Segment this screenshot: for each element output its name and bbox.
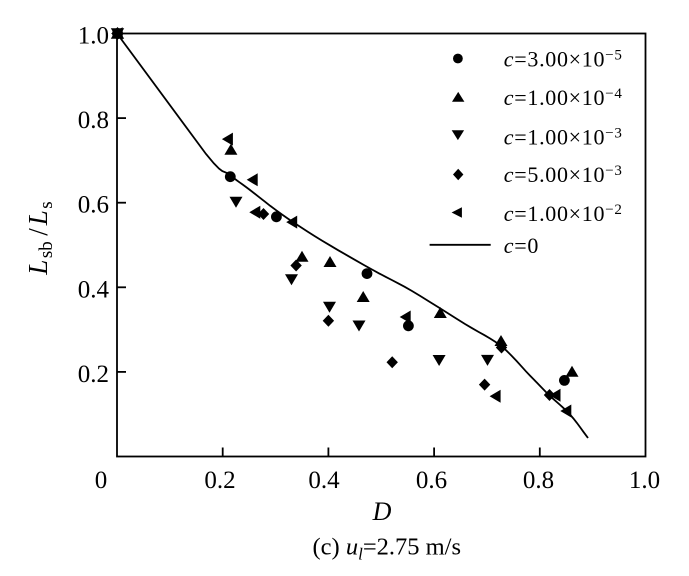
svg-text:1.0: 1.0 bbox=[78, 23, 109, 50]
svg-text:1.0: 1.0 bbox=[629, 467, 660, 494]
svg-text:c=0: c=0 bbox=[504, 233, 539, 258]
svg-text:0.8: 0.8 bbox=[78, 107, 109, 134]
svg-text:0: 0 bbox=[95, 467, 108, 494]
svg-text:c=5.00×10−3: c=5.00×10−3 bbox=[504, 162, 623, 187]
svg-text:c=1.00×10−4: c=1.00×10−4 bbox=[504, 85, 623, 110]
svg-text:Lsb/Ls: Lsb/Ls bbox=[23, 201, 57, 275]
svg-text:0.4: 0.4 bbox=[78, 276, 110, 303]
svg-text:0.6: 0.6 bbox=[416, 467, 447, 494]
svg-text:0.4: 0.4 bbox=[308, 467, 340, 494]
svg-text:(c) ul=2.75 m/s: (c) ul=2.75 m/s bbox=[313, 534, 462, 564]
svg-text:D: D bbox=[372, 497, 392, 526]
svg-text:0.8: 0.8 bbox=[523, 467, 554, 494]
svg-text:0.6: 0.6 bbox=[78, 192, 109, 219]
svg-text:c=1.00×10−2: c=1.00×10−2 bbox=[504, 201, 623, 226]
svg-text:0.2: 0.2 bbox=[78, 361, 109, 388]
svg-text:0.2: 0.2 bbox=[204, 467, 235, 494]
svg-text:c=3.00×10−5: c=3.00×10−5 bbox=[504, 46, 623, 71]
svg-text:c=1.00×10−3: c=1.00×10−3 bbox=[504, 124, 623, 149]
